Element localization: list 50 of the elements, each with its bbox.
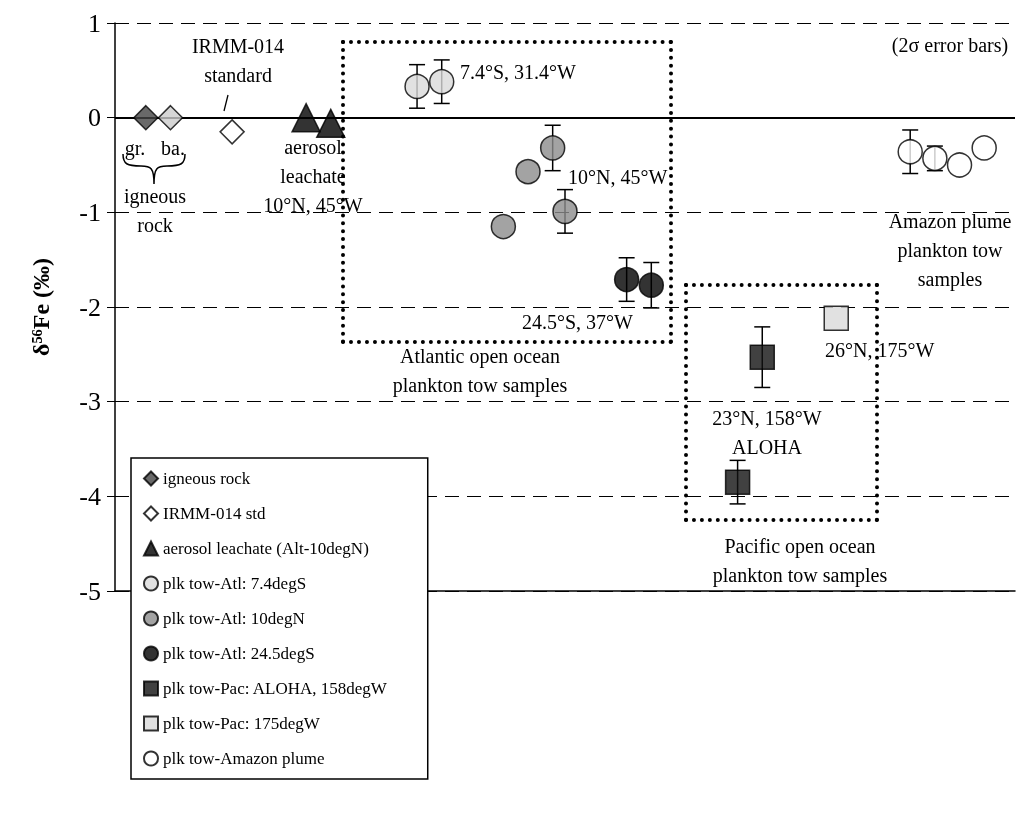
annotation: igneous rock	[123, 184, 187, 236]
annotation: ba.	[161, 137, 185, 159]
point	[157, 104, 184, 131]
legend-label: IRMM-014 std	[163, 504, 266, 523]
annotation: (2σ error bars)	[891, 34, 1009, 57]
point	[749, 344, 776, 370]
annotation: gr.	[124, 137, 146, 160]
point	[428, 68, 455, 95]
annotation: Pacific open ocean plankton tow samples	[712, 534, 888, 587]
y-axis-title: δ⁵⁶Fe (‰)	[28, 257, 54, 357]
annotation: IRMM-014 standard	[191, 34, 285, 86]
legend-label: plk tow-Pac: 175degW	[163, 714, 321, 733]
y-tick-label: -3	[79, 387, 101, 417]
legend-label: aerosol leachate (Alt-10degN)	[163, 539, 369, 558]
point	[823, 305, 849, 332]
annotation: 24.5°S, 37°W	[522, 311, 634, 333]
point	[515, 158, 541, 185]
annotation: aerosol leachate 10°N, 45°W	[263, 136, 363, 216]
point	[552, 198, 578, 225]
y-tick-label: -5	[79, 576, 101, 606]
legend-label: plk tow-Atl: 10degN	[163, 609, 305, 628]
point	[539, 135, 566, 161]
annotation: 10°N, 45°W	[568, 166, 668, 188]
y-tick-label: -2	[79, 292, 101, 322]
annotation: Amazon plume plankton tow samples	[888, 210, 1012, 291]
point	[613, 266, 640, 293]
point	[133, 104, 159, 131]
annotation: Atlantic open ocean plankton tow samples	[392, 344, 568, 397]
legend-label: igneous rock	[163, 469, 251, 488]
point	[638, 272, 665, 298]
legend-label: plk tow-Atl: 7.4degS	[163, 574, 307, 593]
point	[404, 73, 430, 100]
annotation: 26°N, 175°W	[825, 339, 935, 361]
annotation: 23°N, 158°W ALOHA	[712, 406, 822, 458]
y-tick-label: 0	[88, 103, 101, 133]
point	[316, 108, 346, 139]
y-tick-label: -1	[79, 197, 101, 227]
point	[946, 152, 973, 178]
annotation: 7.4°S, 31.4°W	[460, 61, 577, 83]
point	[971, 135, 997, 161]
y-tick-label: -4	[79, 481, 101, 511]
point	[219, 119, 245, 145]
y-tick-label: 1	[88, 8, 101, 38]
point	[490, 213, 517, 240]
point	[897, 139, 923, 165]
point	[724, 469, 751, 495]
legend-label: plk tow-Amazon plume	[163, 749, 325, 768]
point	[291, 102, 321, 133]
legend-label: plk tow-Pac: ALOHA, 158degW	[163, 679, 388, 698]
legend-label: plk tow-Atl: 24.5degS	[163, 644, 315, 663]
